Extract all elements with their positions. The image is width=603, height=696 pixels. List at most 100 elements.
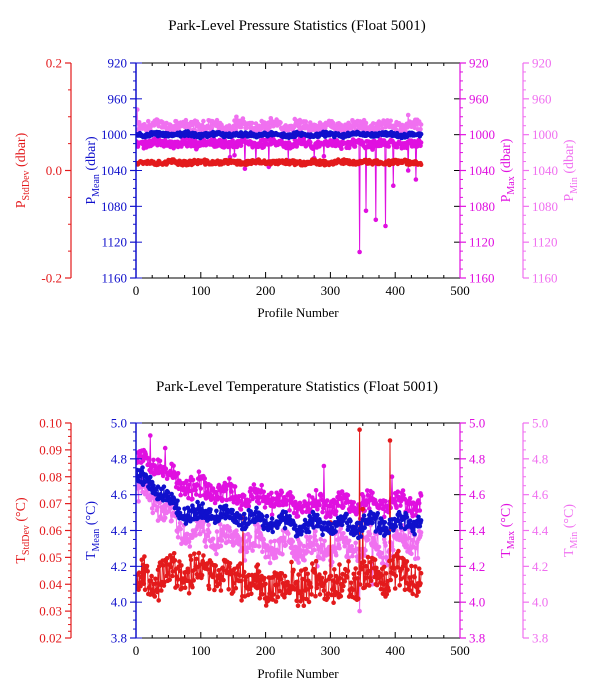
temperature-min-axis-title-unit: (°C) (562, 504, 577, 532)
pressure-min-point (234, 114, 239, 120)
temperature-stddev-axis-tick-label: 0.05 (39, 550, 62, 565)
temperature-stddev-point (400, 564, 406, 569)
temperature-min-point (214, 529, 220, 534)
temperature-min-point (349, 544, 355, 549)
temperature-x-tick-label: 500 (450, 643, 470, 658)
temperature-min-point (267, 560, 273, 566)
temperature-mean-point (346, 524, 351, 529)
temperature-stddev-point (356, 596, 361, 601)
temperature-min-point (155, 518, 161, 523)
temperature-stddev-point (346, 559, 351, 564)
temperature-mean-point (308, 516, 314, 522)
pressure-series-group (136, 107, 424, 255)
temperature-stddev-point (257, 596, 263, 601)
temperature-min-point (206, 522, 211, 528)
temperature-stddev-point (310, 561, 315, 566)
temperature-mean-point (382, 520, 388, 525)
pressure-min-axis-tick-label: 1040 (532, 163, 558, 178)
temperature-stddev-point (295, 603, 301, 609)
temperature-stddev-point (256, 569, 262, 574)
temperature-max-point (259, 482, 265, 488)
temperature-stddev-point (188, 553, 193, 559)
temperature-stddev-point (278, 576, 284, 582)
temperature-stddev-point (378, 586, 384, 592)
pressure-mean-axis-title-unit: (dbar) (84, 136, 99, 174)
temperature-max-axis-tick-label: 5.0 (469, 416, 485, 431)
temperature-max-point (269, 490, 274, 496)
temperature-min-point (311, 547, 317, 553)
temperature-stddev-point (392, 586, 398, 591)
pressure-min-point (214, 117, 220, 123)
temperature-stddev-point (139, 557, 145, 562)
pressure-min-point (136, 107, 140, 112)
temperature-max-point (315, 507, 320, 512)
temperature-max-axis: 5.0 4.8 4.6 4.4 4.2 4.0 3.8 TMax (°C) (459, 416, 517, 646)
pressure-min-point (308, 120, 313, 125)
temperature-min-point (350, 553, 355, 559)
pressure-min-point (303, 119, 309, 124)
temperature-mean-point (333, 529, 338, 534)
temperature-stddev-point (167, 577, 172, 583)
pressure-max-point (394, 144, 400, 150)
temperature-max-axis-title: TMax (°C) (499, 503, 517, 558)
temperature-max-point (229, 489, 234, 494)
temperature-min-point (256, 544, 262, 549)
temperature-mean-point (315, 512, 320, 518)
temperature-min-point (178, 526, 183, 532)
temperature-stddev-point (396, 548, 401, 554)
temperature-max-point (330, 504, 336, 510)
temperature-max-point (395, 489, 401, 495)
temperature-max-point (193, 487, 198, 493)
temperature-stddev-point (160, 563, 166, 568)
temperature-stddev-point (220, 565, 226, 570)
temperature-stddev-point (386, 588, 392, 593)
temperature-min-point (186, 539, 192, 544)
temperature-max-point (295, 514, 301, 519)
temperature-max-point (237, 498, 242, 504)
temperature-mean-point (195, 499, 200, 505)
pressure-mean-axis-tick-label: 1040 (101, 163, 127, 178)
temperature-x-tick-label: 100 (191, 643, 211, 658)
temperature-stddev-point (383, 571, 389, 576)
temperature-min-point (398, 532, 403, 538)
temperature-stddev-point (381, 564, 387, 570)
temperature-mean-point (328, 521, 333, 527)
temperature-stddev-point (402, 575, 407, 580)
temperature-stddev-point (356, 570, 362, 576)
temperature-max-point (175, 471, 181, 476)
temperature-stddev-point (142, 554, 147, 559)
temperature-max-axis-title-unit: (°C) (499, 503, 514, 531)
temperature-stddev-point (190, 584, 195, 590)
temperature-min-point (218, 543, 224, 549)
pressure-min-axis-tick-label: 1000 (532, 127, 558, 142)
pressure-min-point (388, 118, 394, 124)
temperature-stddev-point (350, 587, 356, 592)
temperature-min-point (160, 508, 166, 513)
temperature-stddev-point (256, 584, 261, 589)
pressure-min-axis-tick-label: 1080 (532, 199, 558, 214)
temperature-stddev-point (353, 566, 359, 571)
temperature-stddev-point (338, 593, 344, 599)
temperature-max-point (370, 490, 375, 496)
temperature-min-point (244, 549, 250, 555)
temperature-stddev-point (360, 506, 366, 512)
temperature-mean-point (283, 510, 289, 515)
temperature-min-point (261, 537, 267, 542)
pressure-max-point (373, 217, 379, 223)
temperature-max-point (320, 509, 325, 515)
temperature-mean-point (200, 501, 205, 506)
temperature-mean-point (175, 498, 180, 504)
temperature-min-point (205, 533, 210, 539)
temperature-max-point (251, 482, 257, 487)
pressure-max-axis-tick-label: 920 (469, 56, 489, 71)
temperature-max-point (162, 445, 168, 451)
temperature-max-point (333, 509, 339, 514)
temperature-stddev-axis-tick-label: 0.10 (39, 416, 62, 431)
temperature-max-point (160, 473, 166, 479)
temperature-stddev-point (249, 591, 254, 597)
temperature-max-point (202, 476, 207, 481)
temperature-stddev-point (159, 588, 164, 593)
temperature-x-tick-label: 0 (133, 643, 140, 658)
temperature-min-point (210, 536, 216, 542)
temperature-stddev-point (317, 592, 323, 597)
